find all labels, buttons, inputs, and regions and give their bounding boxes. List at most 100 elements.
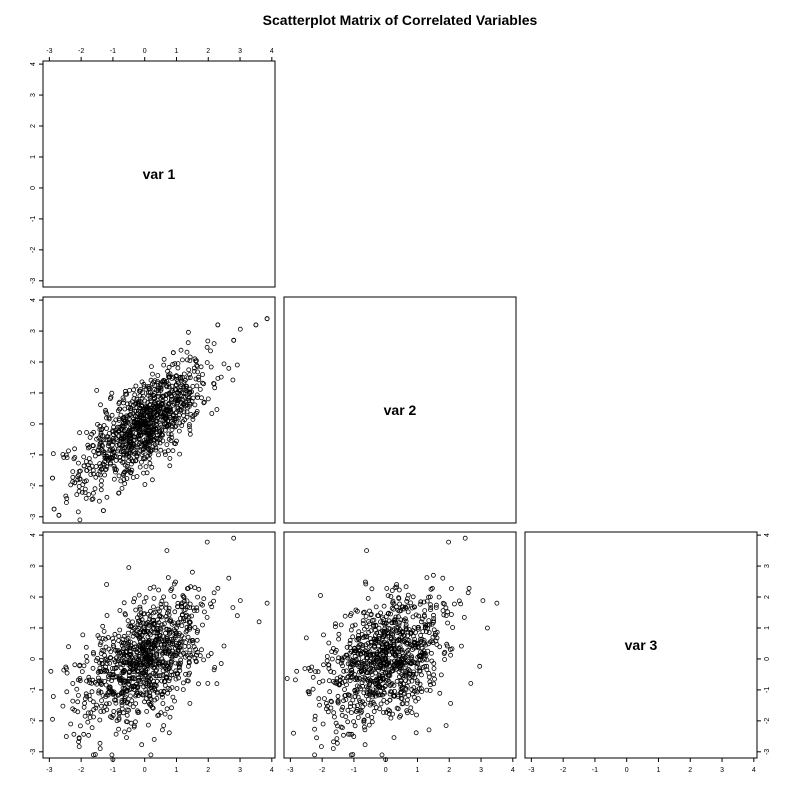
scatter-point [116,401,122,406]
scatter-point [106,431,112,436]
scatter-point [410,594,416,600]
scatter-point [484,625,490,631]
scatter-point [168,651,174,656]
y-tick-label: 0 [30,186,37,190]
points-var1_var3 [48,535,270,762]
scatter-point [118,412,124,418]
scatter-point [404,640,410,646]
scatter-point [97,498,102,504]
scatter-point [214,681,220,687]
scatter-point [158,447,164,453]
scatter-point [148,398,154,404]
scatter-point [394,584,400,590]
scatter-point [61,454,67,460]
scatter-point [356,656,362,662]
scatter-point [83,459,89,464]
scatter-point [145,435,151,441]
scatter-point [132,719,138,725]
scatter-point [221,361,227,367]
scatter-point [339,707,345,713]
scatter-point [190,651,196,657]
scatter-point [139,742,145,748]
scatter-point [148,642,154,647]
scatter-point [133,607,139,613]
scatter-point [350,661,355,666]
scatter-point [107,660,113,666]
scatter-point [230,377,236,383]
scatter-point [100,461,106,467]
scatter-point [321,696,327,701]
scatter-point [332,624,338,630]
scatter-point [445,620,451,626]
scatter-point [98,487,104,493]
scatter-point [428,650,434,656]
scatter-point [312,752,318,758]
scatter-point [133,401,138,407]
scatter-point [360,621,366,626]
scatter-point [185,634,191,640]
scatter-point [186,660,192,666]
scatter-point [136,709,142,715]
y-tick-label: 2 [30,595,37,599]
scatter-point [93,658,99,664]
scatter-point [60,703,66,709]
y-tick-label: 0 [764,657,771,661]
scatter-point [365,697,371,702]
scatter-point [348,675,354,681]
scatter-point [404,708,410,714]
scatter-point [90,442,96,448]
scatter-point [85,445,91,451]
x-tick-label: 3 [238,48,242,55]
scatter-point [201,609,207,615]
scatter-point [411,685,417,690]
scatter-point [130,410,136,416]
scatter-point [129,698,135,704]
scatter-point [192,625,198,630]
scatter-point [123,420,129,426]
scatter-point [426,630,432,635]
scatter-point [135,693,141,698]
y-tick-label: 3 [30,329,37,333]
scatter-point [112,697,117,703]
scatter-point [111,476,117,482]
scatter-point [89,680,95,686]
scatter-point [358,651,364,657]
scatter-point [402,604,408,610]
panel-diagonal-1 [42,60,276,288]
scatter-point [128,412,134,417]
scatter-point [373,693,379,699]
scatter-point [143,642,149,647]
scatter-point [168,617,173,623]
scatter-point [358,710,364,716]
scatter-point [141,647,147,653]
scatter-point [422,608,428,613]
scatter-point [164,548,170,553]
scatter-point [231,337,237,343]
scatter-point [182,377,188,383]
scatter-point [348,710,354,715]
scatter-point [144,406,149,412]
scatter-point [415,625,421,630]
scatter-point [125,630,131,636]
scatter-point [181,635,187,641]
scatter-point [158,382,164,388]
scatter-point [333,720,339,726]
scatter-point [166,401,172,407]
scatter-point [151,437,157,443]
scatter-point [159,727,165,733]
scatter-point [150,604,156,610]
scatter-point [432,632,438,638]
scatter-point [126,435,132,441]
scatter-point [315,669,321,675]
scatter-point [118,665,124,671]
scatter-point [100,693,106,698]
scatter-point [150,371,155,377]
scatter-point [183,383,189,389]
scatter-point [175,661,181,667]
scatter-point [126,565,132,570]
scatter-point [411,694,417,700]
scatter-point [350,634,356,640]
scatter-point [191,608,197,613]
scatter-point [427,622,433,628]
scatter-point [404,710,410,716]
